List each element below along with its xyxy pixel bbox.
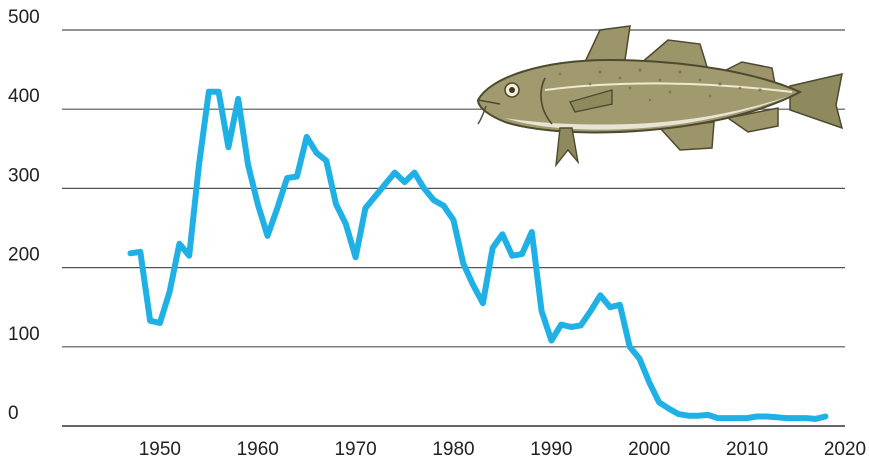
- x-tick-label: 1950: [139, 439, 181, 460]
- x-tick-label: 1960: [237, 439, 279, 460]
- y-tick-label: 300: [8, 165, 40, 186]
- series-line-0: [127, 88, 829, 422]
- y-axis-tick-labels: 0 100 200 300 400 500: [8, 7, 40, 424]
- x-axis-tick-labels: 1950 1960 1970 1980 1990 2000 2010 2020: [139, 439, 866, 460]
- y-tick-label: 100: [8, 324, 40, 345]
- x-tick-label: 2000: [628, 439, 670, 460]
- y-tick-label: 0: [8, 403, 19, 424]
- gridlines: [62, 29, 845, 427]
- series-group: [127, 88, 829, 422]
- x-tick-label: 2010: [726, 439, 768, 460]
- y-tick-label: 200: [8, 245, 40, 266]
- x-tick-label: 1990: [530, 439, 572, 460]
- y-tick-label: 500: [8, 7, 40, 28]
- x-tick-label: 2020: [824, 439, 866, 460]
- cod-fish-illustration: [476, 25, 844, 168]
- x-tick-label: 1970: [334, 439, 376, 460]
- x-tick-label: 1980: [432, 439, 474, 460]
- y-tick-label: 400: [8, 86, 40, 107]
